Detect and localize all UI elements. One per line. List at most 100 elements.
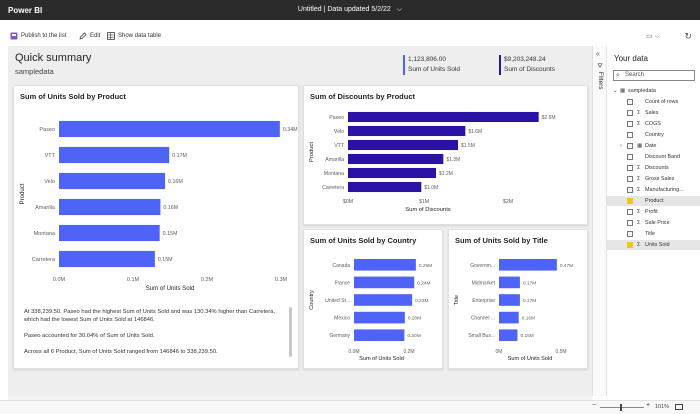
bar [348,125,466,137]
card-units-by-product[interactable]: Sum of Units Sold by Product Paseo 0.34M V… [13,85,299,369]
field-item[interactable]: Σ Gross Sales [607,174,700,184]
tick-label: $0M [343,199,353,205]
field-item[interactable]: Σ Units Sold [607,240,700,250]
kpi-units-sold: 1,123,806.00 Sum of Units Sold [403,55,460,75]
data-label: 0.17M [172,153,187,159]
double-chevron-left-icon[interactable]: « [596,51,600,58]
field-checkbox[interactable] [627,121,633,127]
document-status[interactable]: Untitled | Data updated 5/2/22 ⌵ [0,6,700,14]
category-label: Midmarket [472,280,496,286]
data-label: $1.5M [461,143,475,149]
field-item[interactable]: Product [607,196,700,206]
tick-label: 0.2M [403,349,414,355]
field-label: Manufacturing... [645,187,684,193]
filters-text: Filters [597,71,604,90]
field-item[interactable]: Σ Manufacturing... [607,185,700,195]
units-by-title-chart: Governm... 0.47M Midmarket 0.17M Enterprise 0… [454,258,573,362]
field-checkbox[interactable] [627,187,633,193]
bar [354,311,405,324]
card-discounts-by-product[interactable]: Sum of Discounts by Product Paseo $2.6M Ve… [303,85,588,225]
field-checkbox[interactable] [627,143,633,149]
field-checkbox[interactable] [627,176,633,182]
x-axis-title: Sum of Discounts [405,207,451,213]
card-units-by-country[interactable]: Sum of Units Sold by Country Canada 0.25M… [303,229,443,369]
category-label: Germany [329,333,350,339]
category-label: VTT [45,153,56,159]
chevron-down-icon[interactable]: ⌵ [396,6,403,13]
data-label: 0.20M [408,316,421,322]
field-item[interactable]: Σ Profit [607,207,700,217]
field-checkbox[interactable] [627,242,633,248]
chart-title: Sum of Units Sold by Title [455,236,548,245]
narrative-line-1: At 338,239.50, Paseo had the highest Sum… [24,309,276,323]
field-checkbox[interactable] [627,132,633,138]
field-search-input[interactable]: ⌕ Search [613,70,695,81]
y-axis-title: Product [309,142,315,162]
field-item[interactable]: Σ Discounts [607,163,700,173]
field-checkbox[interactable] [627,110,633,116]
filters-pane-collapsed[interactable]: « ⛛ Filters [592,46,606,396]
data-updated-text: Data updated 5/2/22 [327,6,391,13]
title-bar: Power BI Untitled | Data updated 5/2/22 … [0,0,700,20]
bar [59,172,166,190]
field-checkbox[interactable] [627,231,633,237]
category-label: Carretera [32,257,56,263]
chevron-right-icon[interactable]: › [620,143,622,149]
bar [354,329,405,342]
app-name: Power BI [8,6,43,15]
summary-subtitle: sampledata [15,67,54,76]
x-axis-title: Sum of Units Sold [146,285,195,292]
field-checkbox[interactable] [627,209,633,215]
field-checkbox[interactable] [627,165,633,171]
zoom-slider-thumb[interactable] [620,404,622,411]
units-by-country-chart: Canada 0.25M France 0.24M United St... 0.23M M… [309,258,432,362]
field-item[interactable]: Discount Band [607,152,700,162]
fit-to-page-icon[interactable] [675,404,683,410]
category-label: Velo [334,129,344,135]
field-checkbox[interactable] [627,220,633,226]
bar [59,224,160,242]
view-options-icon[interactable]: ▭ ⌵ [646,33,660,40]
field-item[interactable]: Title [607,229,700,239]
field-item[interactable]: Σ COGS [607,119,700,129]
x-axis-title: Sum of Units Sold [508,356,553,362]
refresh-icon[interactable]: ↻ [684,31,692,41]
publish-label: Publish to the list [21,33,67,39]
narrative-scrollbar[interactable] [289,307,292,357]
field-checkbox[interactable] [627,99,633,105]
zoom-out-icon[interactable]: − [592,402,597,409]
sigma-icon: Σ [637,242,641,248]
field-label: Discount Band [645,154,681,160]
table-icon [107,32,115,40]
show-data-table-button[interactable]: Show data table [107,32,161,40]
chevron-down-icon[interactable]: ⌄ [613,88,618,94]
field-item[interactable]: Count of rows [607,97,700,107]
filter-funnel-icon: ⛛ [597,64,604,70]
calendar-icon: ▦ [637,143,643,149]
publish-button[interactable]: Publish to the list [10,32,66,40]
data-label: $1.6M [468,129,482,135]
edit-button[interactable]: Edit [79,32,100,40]
card-units-by-title[interactable]: Sum of Units Sold by Title Governm... 0.4… [448,229,588,369]
field-checkbox[interactable] [627,154,633,160]
bar [354,276,415,289]
category-label: Velo [44,179,55,185]
bar [348,153,444,165]
category-label: Montana [324,171,344,177]
zoom-percent: 101% [655,404,670,410]
toolbar: Publish to the list Edit Show data table… [0,28,700,46]
field-label: Discounts [645,165,669,171]
field-item[interactable]: Country [607,130,700,140]
table-node[interactable]: ⌄ ▦ sampledata [607,86,700,96]
tick-label: $1M [419,199,429,205]
field-checkbox[interactable] [627,198,633,204]
field-item[interactable]: Σ Sales [607,108,700,118]
field-item[interactable]: › ▦ Date [607,141,700,151]
canvas-horizontal-scrollbar[interactable] [8,396,592,400]
tick-label: 0M [496,349,503,355]
field-item[interactable]: Σ Sale Price [607,218,700,228]
zoom-slider[interactable] [600,407,644,408]
bar [499,311,519,324]
bar [499,258,557,271]
zoom-in-icon[interactable]: + [646,402,651,409]
